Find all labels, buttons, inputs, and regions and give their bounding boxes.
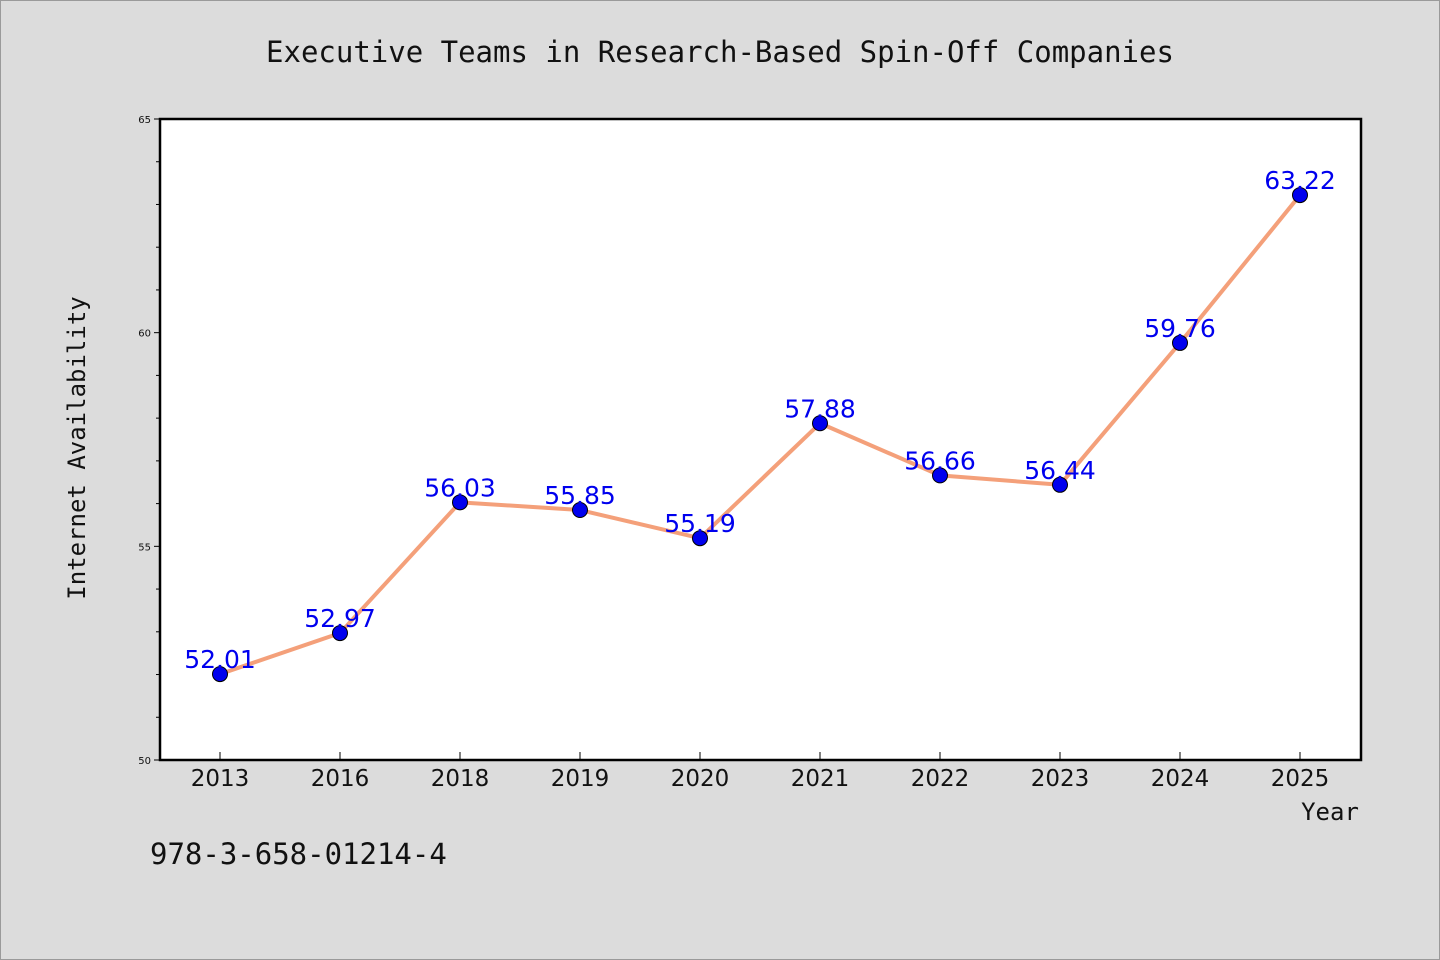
data-label: 55.85	[544, 481, 616, 510]
series-markers	[212, 187, 1308, 683]
data-label: 56.44	[1024, 456, 1096, 485]
data-point	[1172, 334, 1188, 351]
chart-title: Executive Teams in Research-Based Spin-O…	[266, 35, 1174, 69]
x-tick-label: 2020	[671, 766, 730, 792]
x-tick-label: 2021	[791, 766, 850, 792]
data-point	[212, 666, 228, 683]
data-point	[1292, 187, 1308, 204]
isbn-text: 978-3-658-01214-4	[150, 837, 447, 871]
data-label: 52.97	[304, 604, 376, 633]
y-tick-label: 65	[138, 115, 151, 126]
plot-area	[158, 117, 1363, 762]
data-point	[1052, 476, 1068, 493]
data-label: 56.03	[424, 473, 496, 502]
x-tick-label: 2024	[1151, 766, 1210, 792]
x-tick-label: 2022	[911, 766, 970, 792]
data-point	[452, 494, 468, 511]
series-line	[219, 193, 1302, 676]
data-point	[692, 530, 708, 547]
x-tick-label: 2013	[191, 766, 250, 792]
y-tick-label: 50	[138, 756, 151, 767]
data-label: 55.19	[664, 509, 736, 538]
data-label: 63.22	[1264, 166, 1336, 195]
y-tick-label: 60	[138, 329, 151, 340]
y-axis: 50 55 60 65	[138, 115, 160, 767]
y-tick-label: 55	[138, 542, 151, 553]
x-axis: 2013 2016 2018 2019 2020 2021 2022 2023 2024 2025	[191, 752, 1330, 792]
y-axis-label: Internet Availability	[63, 296, 91, 599]
x-tick-label: 2025	[1271, 766, 1330, 792]
data-point	[332, 625, 348, 642]
data-point	[572, 502, 588, 519]
data-labels: 52.01 52.97 56.03 55.85 55.19 57.88 56.66 56.44…	[184, 166, 1336, 674]
x-tick-label: 2023	[1031, 766, 1090, 792]
x-tick-label: 2018	[431, 766, 490, 792]
x-axis-label: Year	[1301, 798, 1359, 826]
x-tick-label: 2016	[311, 766, 370, 792]
data-label: 57.88	[784, 394, 856, 423]
data-point	[932, 467, 948, 484]
data-label: 56.66	[904, 446, 976, 475]
x-tick-label: 2019	[551, 766, 610, 792]
data-point	[812, 415, 828, 432]
data-label: 52.01	[184, 645, 256, 674]
data-label: 59.76	[1144, 314, 1216, 343]
